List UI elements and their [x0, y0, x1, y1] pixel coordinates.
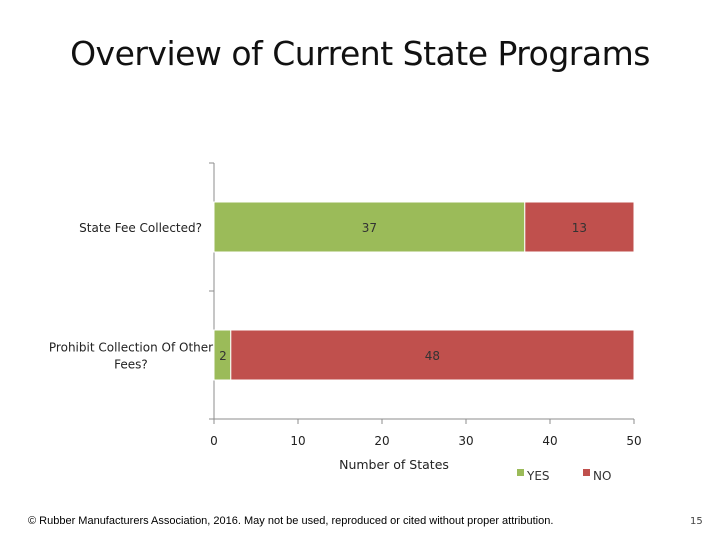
category-label: State Fee Collected? [79, 221, 202, 235]
x-tick-label: 50 [626, 434, 641, 448]
page-number: 15 [690, 516, 703, 527]
bar-no-0 [524, 201, 635, 253]
x-tick-label: 30 [458, 434, 473, 448]
category-label-line: Prohibit Collection Of Other [49, 341, 213, 355]
bar-no-1 [230, 329, 635, 381]
data-label: 13 [572, 221, 587, 235]
legend-label: NO [593, 469, 611, 483]
data-label: 2 [219, 349, 227, 363]
category-label: Prohibit Collection Of Other Fees? [49, 341, 213, 372]
stacked-bar-chart: 0 10 20 30 40 50 Number of States 37 13 State Fee… [49, 162, 642, 483]
legend-swatch-yes [517, 469, 524, 476]
category-label-line: Fees? [114, 358, 148, 372]
x-tick-label: 20 [374, 434, 389, 448]
legend-swatch-no [583, 469, 590, 476]
copyright-footer: © Rubber Manufacturers Association, 2016… [28, 515, 554, 527]
slide-title: Overview of Current State Programs [70, 34, 650, 73]
x-tick-label: 0 [210, 434, 218, 448]
x-tick-label: 40 [542, 434, 557, 448]
legend-label: YES [526, 469, 550, 483]
x-tick-label: 10 [290, 434, 305, 448]
x-axis-title: Number of States [339, 457, 449, 472]
data-label: 37 [362, 221, 377, 235]
data-label: 48 [425, 349, 440, 363]
